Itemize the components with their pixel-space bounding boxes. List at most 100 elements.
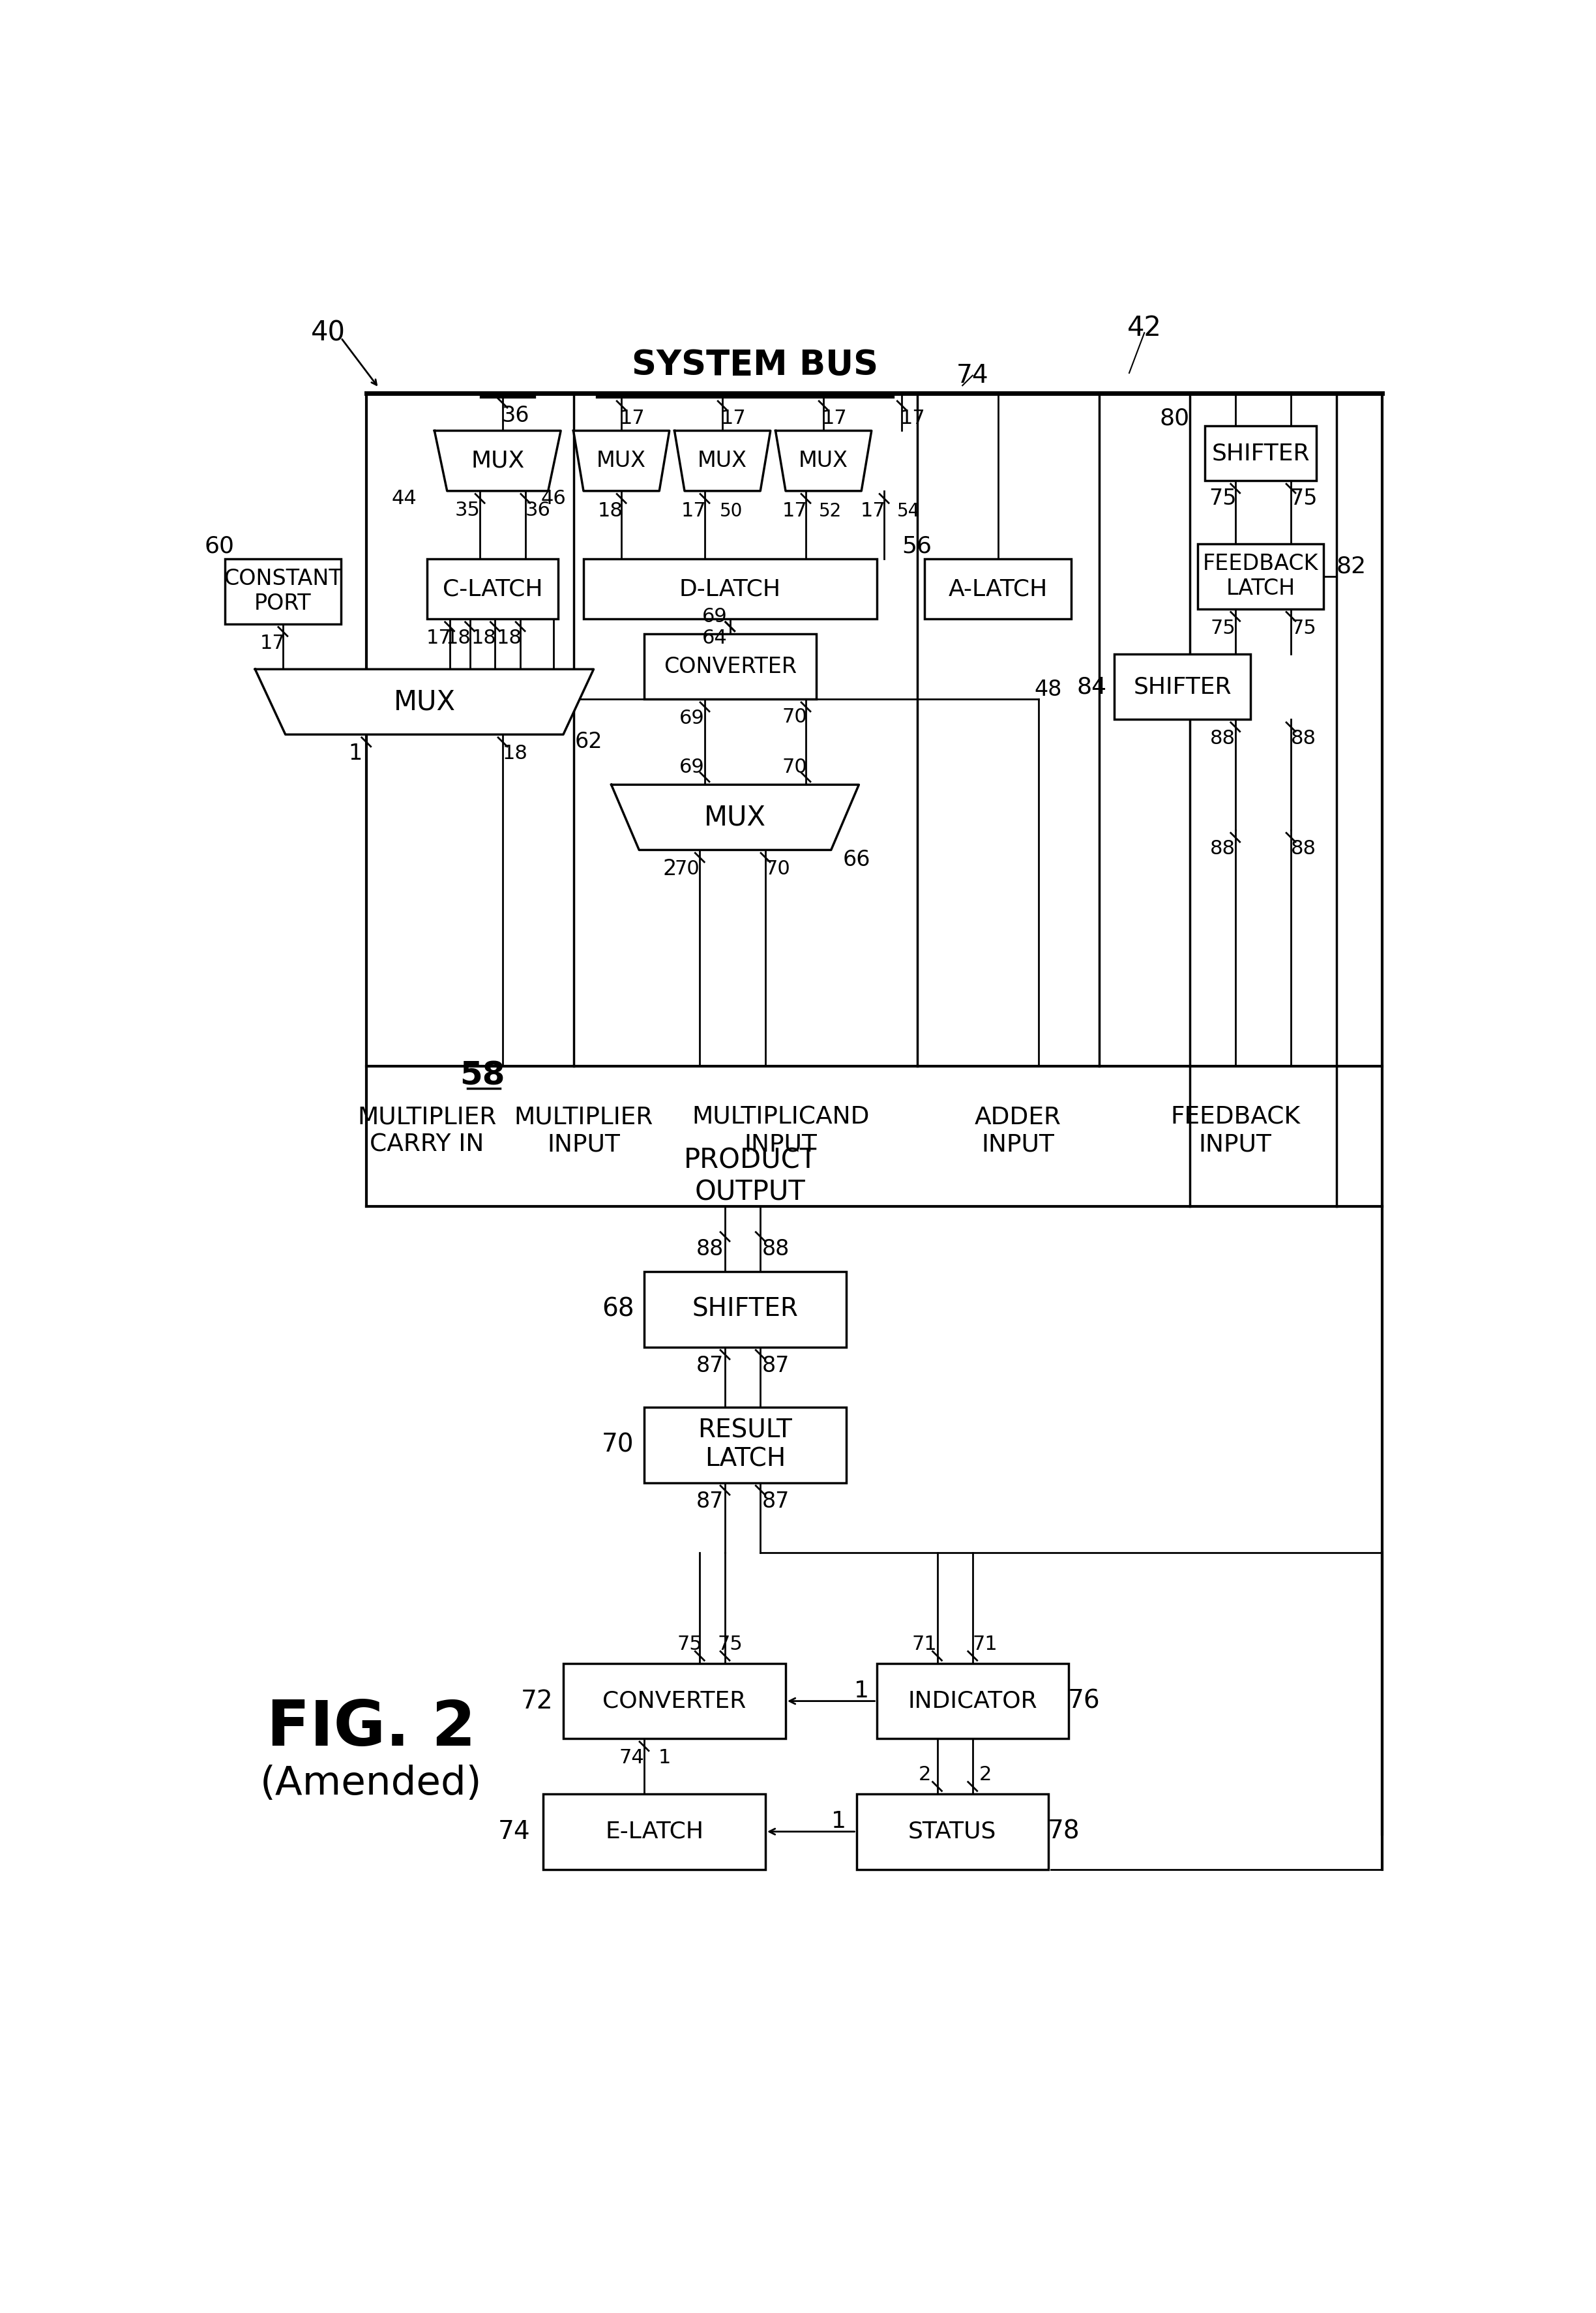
Text: CONVERTER: CONVERTER (603, 1691, 747, 1712)
Text: 17: 17 (426, 629, 452, 648)
Text: 87: 87 (761, 1492, 790, 1513)
Text: 66: 66 (843, 849, 870, 870)
Text: ADDER
INPUT: ADDER INPUT (975, 1106, 1061, 1156)
Text: MUX: MUX (697, 451, 747, 472)
Text: 74: 74 (956, 363, 990, 389)
Text: 88: 88 (1291, 729, 1317, 747)
Text: 78: 78 (1047, 1820, 1079, 1843)
Text: 69: 69 (680, 759, 705, 777)
Text: FEEDBACK
INPUT: FEEDBACK INPUT (1170, 1106, 1301, 1156)
Bar (426, 560, 559, 620)
Text: 75: 75 (1290, 488, 1317, 509)
Text: 70: 70 (782, 759, 808, 777)
Text: 70: 70 (675, 860, 699, 879)
Text: 1: 1 (832, 1811, 846, 1832)
Text: 64: 64 (702, 629, 728, 648)
Text: 18: 18 (445, 629, 471, 648)
Text: 87: 87 (696, 1492, 723, 1513)
Bar (1197, 544, 1323, 608)
Text: 1: 1 (658, 1749, 670, 1767)
Text: MULTIPLICAND
INPUT: MULTIPLICAND INPUT (691, 1106, 870, 1156)
Bar (645, 1406, 846, 1483)
Text: SYSTEM BUS: SYSTEM BUS (632, 349, 878, 382)
Text: 17: 17 (619, 409, 645, 428)
Text: 17: 17 (900, 409, 926, 428)
Text: 82: 82 (1336, 555, 1366, 578)
Text: MULTIPLIER
CARRY IN: MULTIPLIER CARRY IN (358, 1106, 496, 1156)
Text: RESULT
LATCH: RESULT LATCH (697, 1418, 793, 1471)
Text: SHIFTER: SHIFTER (693, 1298, 798, 1321)
Text: STATUS: STATUS (908, 1820, 996, 1843)
Text: C-LATCH: C-LATCH (442, 578, 543, 599)
Text: 18: 18 (471, 629, 496, 648)
Text: 52: 52 (819, 502, 841, 520)
Text: 1: 1 (854, 1679, 868, 1702)
Text: MUX: MUX (798, 451, 849, 472)
Text: 48: 48 (1034, 678, 1063, 701)
Text: 35: 35 (455, 500, 480, 520)
Text: 88: 88 (1210, 729, 1235, 747)
Text: FIG. 2: FIG. 2 (267, 1698, 476, 1758)
Text: 17: 17 (721, 409, 747, 428)
Text: 44: 44 (391, 488, 417, 509)
Text: 75: 75 (1210, 618, 1235, 638)
Text: 58: 58 (460, 1059, 504, 1092)
Text: 70: 70 (766, 860, 790, 879)
Text: 80: 80 (1160, 407, 1191, 430)
Text: 2: 2 (918, 1765, 930, 1783)
Text: 68: 68 (602, 1298, 634, 1321)
Text: 2: 2 (978, 1765, 991, 1783)
Bar (1114, 655, 1250, 719)
Text: D-LATCH: D-LATCH (680, 578, 780, 599)
Text: 87: 87 (696, 1355, 723, 1376)
Text: 84: 84 (1076, 675, 1106, 699)
Text: MUX: MUX (704, 803, 766, 830)
Text: 88: 88 (761, 1237, 790, 1261)
Text: 69: 69 (702, 606, 728, 627)
Text: 18: 18 (597, 502, 622, 520)
Text: 17: 17 (860, 502, 886, 520)
Text: A-LATCH: A-LATCH (948, 578, 1047, 599)
Text: 75: 75 (717, 1635, 742, 1654)
Text: 1: 1 (348, 742, 362, 763)
Bar (225, 560, 342, 625)
Text: 88: 88 (696, 1237, 723, 1261)
Text: 69: 69 (680, 710, 705, 729)
Text: CONSTANT
PORT: CONSTANT PORT (223, 569, 342, 615)
Text: 17: 17 (782, 502, 808, 520)
Text: 40: 40 (311, 319, 346, 347)
Text: SHIFTER: SHIFTER (1133, 675, 1231, 699)
Text: 42: 42 (1127, 315, 1162, 342)
Text: E-LATCH: E-LATCH (605, 1820, 704, 1843)
Text: 74: 74 (619, 1749, 645, 1767)
Text: MUX: MUX (471, 449, 525, 472)
Text: 46: 46 (541, 488, 567, 509)
Text: 75: 75 (1208, 488, 1237, 509)
Text: 17: 17 (260, 634, 286, 652)
Text: 70: 70 (602, 1432, 634, 1457)
Polygon shape (573, 430, 669, 490)
Text: MULTIPLIER
INPUT: MULTIPLIER INPUT (514, 1106, 653, 1156)
Polygon shape (675, 430, 771, 490)
Text: 18: 18 (496, 629, 522, 648)
Text: 76: 76 (1068, 1688, 1100, 1714)
Text: MUX: MUX (597, 451, 646, 472)
Polygon shape (611, 784, 859, 849)
Text: 62: 62 (575, 731, 602, 752)
Text: 71: 71 (911, 1635, 937, 1654)
Text: PRODUCT
OUTPUT: PRODUCT OUTPUT (683, 1147, 817, 1205)
Text: 71: 71 (972, 1635, 998, 1654)
Text: SHIFTER: SHIFTER (1211, 442, 1310, 465)
Text: 72: 72 (520, 1688, 554, 1714)
Bar (645, 1272, 846, 1346)
Text: 70: 70 (782, 708, 808, 726)
Bar (924, 560, 1071, 620)
Bar (543, 1795, 766, 1869)
Bar (563, 1663, 785, 1739)
Polygon shape (255, 668, 594, 736)
Polygon shape (434, 430, 560, 490)
Polygon shape (776, 430, 871, 490)
Text: INDICATOR: INDICATOR (908, 1691, 1037, 1712)
Text: 74: 74 (498, 1820, 530, 1843)
Text: 50: 50 (720, 502, 744, 520)
